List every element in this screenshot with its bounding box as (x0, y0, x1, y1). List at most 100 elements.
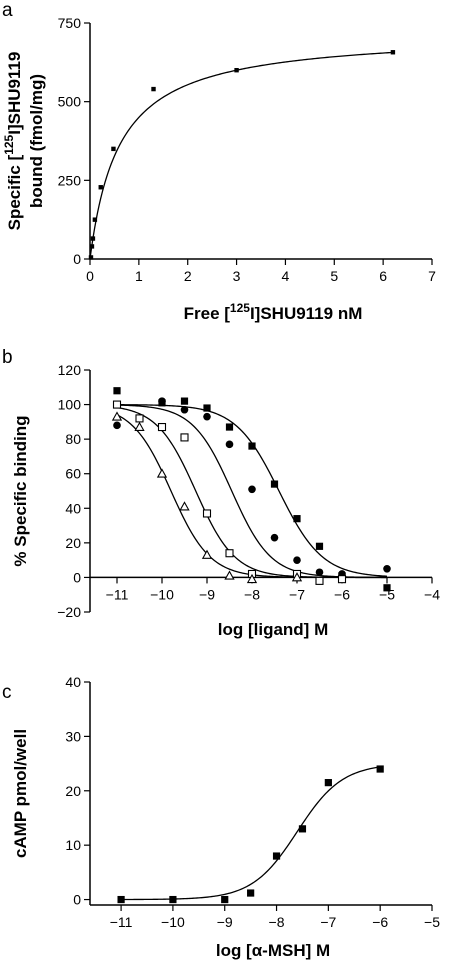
data-point-open-square (202, 509, 212, 518)
y-tick-label: 20 (65, 535, 81, 551)
data-point-filled-circle (225, 440, 234, 449)
data-point-filled-square (113, 387, 121, 395)
fit-curve (89, 51, 393, 260)
data-point-filled-circle (203, 412, 211, 421)
y-tick-label: 20 (65, 783, 81, 799)
fit-curve (121, 766, 381, 901)
y-tick-label: −20 (57, 604, 81, 620)
y-tick-label: 120 (58, 362, 82, 378)
data-point-filled-circle (383, 564, 391, 573)
data-point-open-triangle (111, 411, 123, 421)
data-point-filled-square (169, 895, 177, 904)
data-point-filled-square (117, 895, 125, 904)
data-point-filled-circle (293, 556, 301, 564)
data-point-filled-square (98, 185, 103, 190)
x-tick-label: −7 (320, 914, 336, 930)
data-point-filled-square (272, 852, 281, 860)
y-axis-label: % Specific binding (11, 415, 30, 566)
data-point-filled-square (88, 255, 94, 260)
x-axis-label: log [ligand] M (218, 620, 328, 639)
panel-label-a: a (2, 0, 13, 21)
x-tick-label: −6 (372, 914, 388, 930)
y-tick-label: 100 (58, 397, 82, 413)
data-point-filled-square (293, 515, 301, 523)
y-tick-label: 250 (58, 172, 82, 188)
data-point-open-square (315, 576, 324, 585)
data-point-open-square (157, 422, 167, 432)
y-tick-label: 80 (65, 431, 81, 447)
x-tick-label: 7 (428, 268, 436, 284)
data-point-filled-square (89, 244, 95, 249)
data-point-filled-square (390, 50, 396, 55)
data-point-filled-square (90, 236, 96, 241)
x-tick-label: 3 (233, 268, 241, 284)
fit-curve-open-triangle (116, 414, 387, 579)
x-tick-label: −9 (199, 586, 215, 602)
data-point-open-square (112, 400, 122, 409)
chart-panel-c: 0 10 20 30 40 −11 −10 −9 −8 −7 −6 −5 log [α-MSH] M cA… (11, 674, 440, 960)
data-point-filled-circle (113, 421, 121, 430)
x-tick-label: 1 (135, 268, 143, 284)
x-tick-label: −8 (244, 586, 260, 602)
data-point-open-triangle (291, 572, 303, 582)
data-point-filled-square (383, 584, 391, 592)
x-tick-label: −8 (269, 914, 285, 930)
data-point-open-triangle (134, 421, 145, 431)
y-axis-label: Specific [125I]SHU9119 (2, 52, 24, 231)
x-axis-label: log [α-MSH] M (216, 941, 330, 960)
data-point-open-square (135, 414, 144, 423)
data-point-filled-square (315, 542, 324, 550)
data-point-open-square (180, 433, 189, 442)
data-point-filled-square (151, 86, 156, 92)
x-tick-label: 5 (330, 268, 338, 284)
y-axis-label: cAMP pmol/well (11, 729, 30, 858)
panel-label-b: b (2, 347, 13, 368)
y-tick-label: 0 (73, 892, 81, 908)
y-tick-label: 0 (73, 569, 81, 585)
x-tick-label: −7 (289, 586, 305, 602)
data-point-filled-circle (180, 405, 189, 414)
x-tick-label: −11 (110, 914, 133, 930)
x-tick-label: −11 (106, 586, 129, 602)
data-point-filled-circle (248, 485, 256, 494)
y-tick-label: 30 (65, 728, 81, 744)
y-tick-label: 40 (65, 500, 81, 516)
x-tick-label: −6 (334, 586, 350, 602)
x-tick-label: −5 (424, 914, 440, 930)
x-tick-label: 6 (379, 268, 387, 284)
x-tick-label: 2 (184, 268, 192, 284)
data-point-filled-circle (270, 533, 279, 542)
data-point-filled-square (324, 779, 332, 787)
data-point-filled-square (376, 765, 384, 773)
data-point-filled-circle (158, 397, 166, 405)
data-point-open-square (337, 575, 347, 584)
data-point-filled-square (234, 68, 239, 73)
data-point-filled-square (221, 895, 229, 904)
data-point-open-triangle (156, 468, 168, 478)
x-tick-label: −4 (424, 586, 440, 602)
panel-label-c: c (2, 682, 12, 703)
data-point-filled-square (247, 889, 255, 897)
y-tick-label: 750 (58, 15, 82, 31)
data-point-open-triangle (179, 501, 190, 511)
x-tick-label: 0 (86, 268, 94, 284)
data-point-filled-square (111, 146, 116, 152)
y-axis-label-line2: bound (fmol/mg) (27, 74, 46, 208)
y-tick-label: 40 (65, 674, 81, 690)
data-point-open-triangle (224, 570, 235, 580)
data-point-open-square (225, 549, 234, 558)
y-tick-label: 0 (73, 251, 81, 267)
data-point-filled-square (270, 480, 279, 488)
x-tick-label: −5 (379, 586, 395, 602)
x-tick-label: −10 (150, 586, 174, 602)
data-point-open-triangle (246, 573, 258, 584)
x-tick-label: 4 (282, 268, 290, 284)
chart-panel-b: −20 0 20 40 60 80 100 120 −11 −10 −9 −8 −7 −6 −5 −4 log … (11, 362, 440, 639)
data-point-open-triangle (201, 549, 213, 559)
chart-panel-a: 0 250 500 750 0 1 2 3 4 5 6 7 Free [125I]SHU9119 nM S… (2, 15, 436, 323)
data-point-filled-square (298, 825, 307, 833)
y-tick-label: 10 (65, 837, 81, 853)
data-point-filled-circle (315, 568, 324, 577)
x-axis-label: Free [125I]SHU9119 nM (184, 301, 363, 323)
